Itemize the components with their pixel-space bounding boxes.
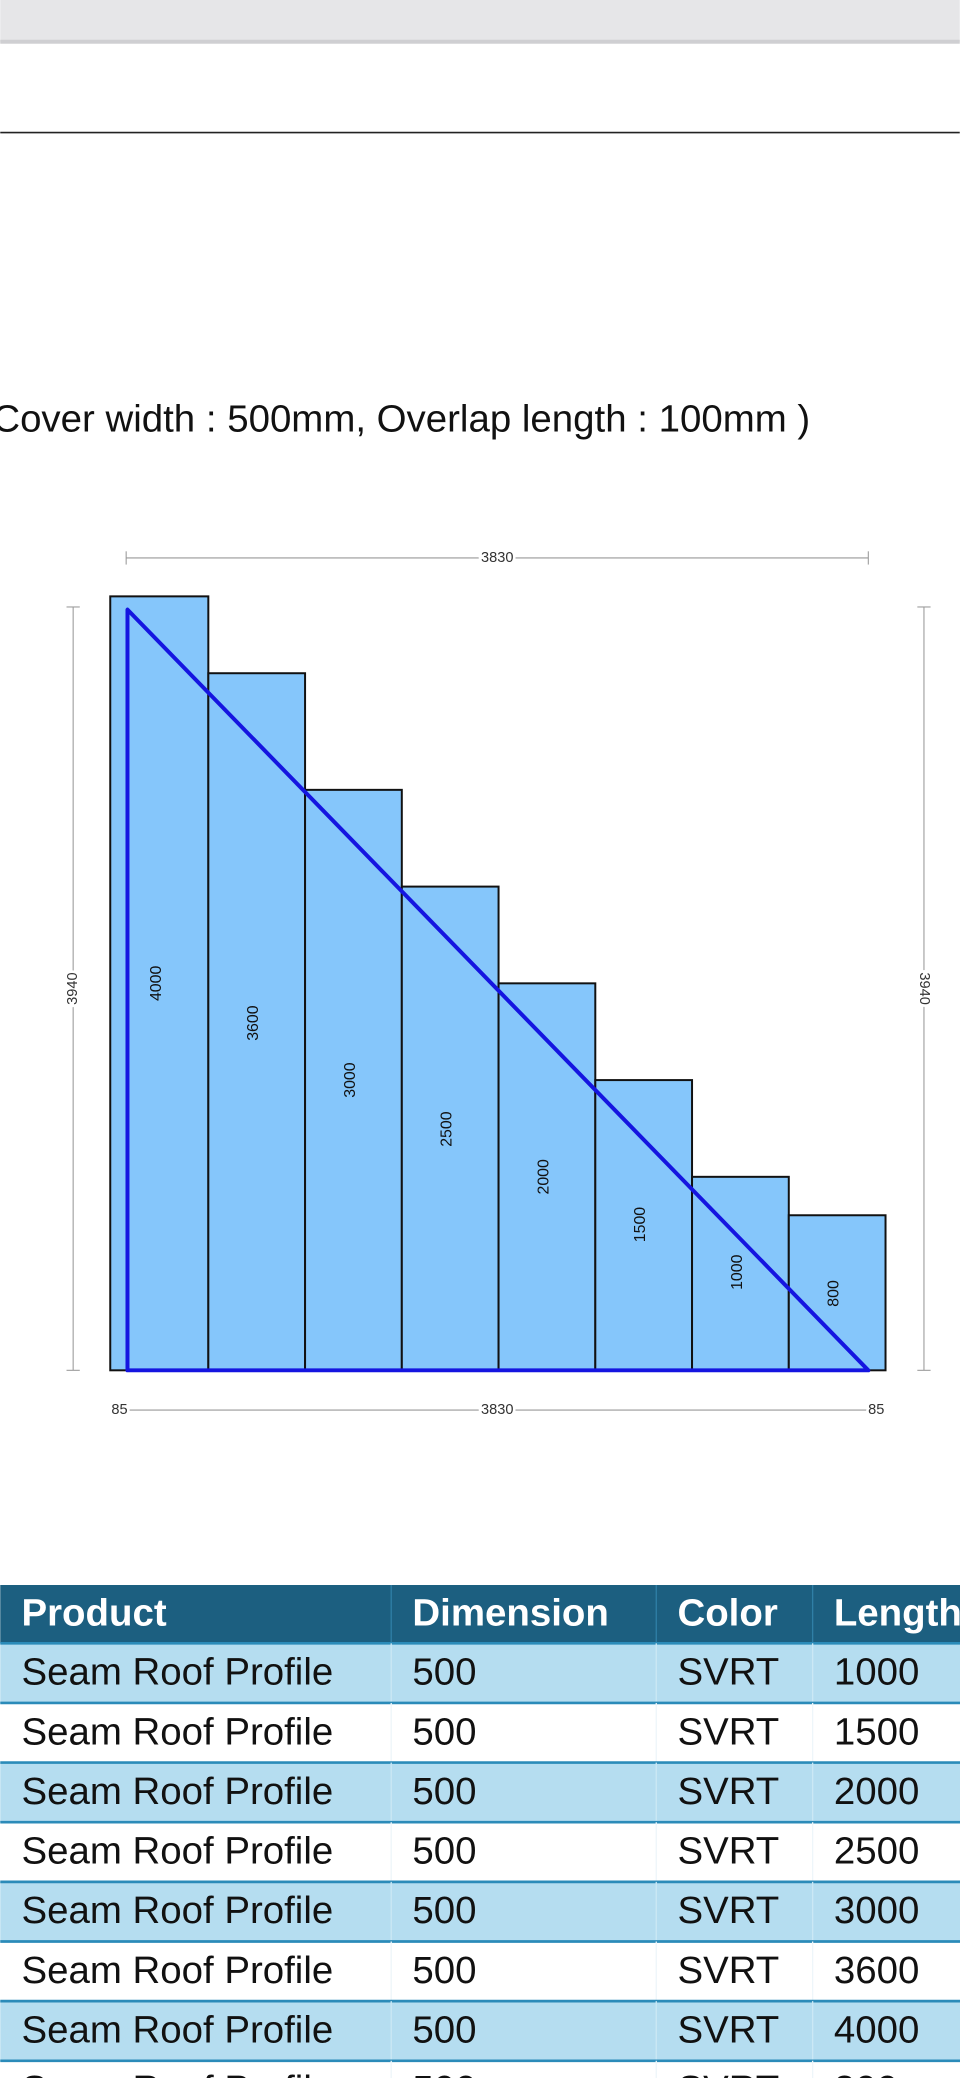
panel-length: 3600 [245, 1005, 262, 1041]
table-cell: SVRT [677, 1710, 779, 1753]
table-row [0, 2060, 960, 2083]
roof-diagram: 3830 3940 3940 85 3830 85 4000 3600 3000 25… [62, 547, 934, 1420]
roof-panel [400, 885, 500, 1372]
table-cell: SVRT [677, 1949, 779, 1992]
table-row [0, 2001, 960, 2061]
table-cell: SVRT [677, 1889, 779, 1932]
table-cell: 1500 [834, 1710, 919, 1753]
table-cell: Seam Roof Profile [21, 1830, 333, 1873]
table-row [0, 1643, 960, 1703]
panel-length: 2500 [439, 1111, 456, 1147]
panel-labels: 4000 3600 3000 2500 2000 1500 1000 800 [148, 966, 843, 1307]
roof-panel [207, 672, 307, 1372]
table-cell: 500 [412, 1949, 476, 1992]
table-cell: SVRT [677, 2008, 779, 2051]
table-cell: 500 [412, 1710, 476, 1753]
panel-length: 800 [826, 1280, 843, 1307]
table-cell: 500 [412, 1770, 476, 1813]
dimension-lines [66, 551, 931, 1411]
table-cell: 800 [834, 2068, 898, 2078]
right-dimension: 3940 [916, 972, 932, 1004]
table-cell: Seam Roof Profile [21, 1651, 333, 1694]
table-cell: 1000 [834, 1651, 919, 1694]
table-cell: 3600 [834, 1949, 919, 1992]
table-cell: Seam Roof Profile [21, 1889, 333, 1932]
table-cell: 500 [412, 1651, 476, 1694]
column-header: Color [677, 1592, 777, 1635]
table-cell: 500 [412, 1830, 476, 1873]
bottom-dimension: 3830 [481, 1402, 513, 1418]
table-cell: 2000 [834, 1770, 919, 1813]
product-table: Product Dimension Color Length Seam Roof Pro… [0, 1585, 960, 2083]
table-row [0, 1762, 960, 1823]
note-text: Cover width : 500mm, Overlap length : 10… [0, 398, 810, 441]
table-cell: 500 [412, 2068, 476, 2078]
column-header: Length [834, 1592, 960, 1635]
roof-panel [497, 982, 597, 1372]
top-bar-edge [0, 39, 960, 44]
table-row [0, 1702, 960, 1763]
table-cell: SVRT [677, 1770, 779, 1813]
bottom-dimension: 85 [868, 1402, 884, 1418]
table-cell: SVRT [677, 1651, 779, 1694]
column-header: Product [21, 1592, 166, 1635]
table-cell: 2500 [834, 1830, 919, 1873]
table-cell: Seam Roof Profile [21, 1949, 333, 1992]
panel-length: 4000 [148, 966, 165, 1002]
left-dimension: 3940 [65, 972, 81, 1004]
column-header: Dimension [412, 1592, 608, 1635]
table-row [0, 1822, 960, 1882]
table-header [0, 1585, 960, 1644]
table-row [0, 1941, 960, 2002]
table-cell: SVRT [677, 1830, 779, 1873]
table-cell: Seam Roof Profile [21, 2068, 333, 2078]
panel-length: 2000 [535, 1159, 552, 1195]
table-cell: 500 [412, 1889, 476, 1932]
top-dimension: 3830 [481, 550, 513, 566]
roof-panel [304, 788, 403, 1372]
table-cell: 4000 [834, 2008, 919, 2051]
roof-panel [594, 1079, 694, 1372]
panel-length: 1000 [729, 1254, 746, 1290]
table-cell: Seam Roof Profile [21, 1770, 333, 1813]
table-cell: Seam Roof Profile [21, 2008, 333, 2051]
table-row [0, 1881, 960, 1942]
panel-length: 3000 [342, 1062, 359, 1098]
panel-length: 1500 [632, 1207, 649, 1243]
table-cell: 500 [412, 2008, 476, 2051]
table-cell: 3000 [834, 1889, 919, 1932]
top-bar [0, 0, 960, 43]
roof-triangle [125, 607, 871, 1373]
roof-panel [787, 1214, 887, 1372]
table-cell: SVRT [677, 2068, 779, 2078]
table-cell: Seam Roof Profile [21, 1710, 333, 1753]
bottom-dimension: 85 [111, 1402, 127, 1418]
